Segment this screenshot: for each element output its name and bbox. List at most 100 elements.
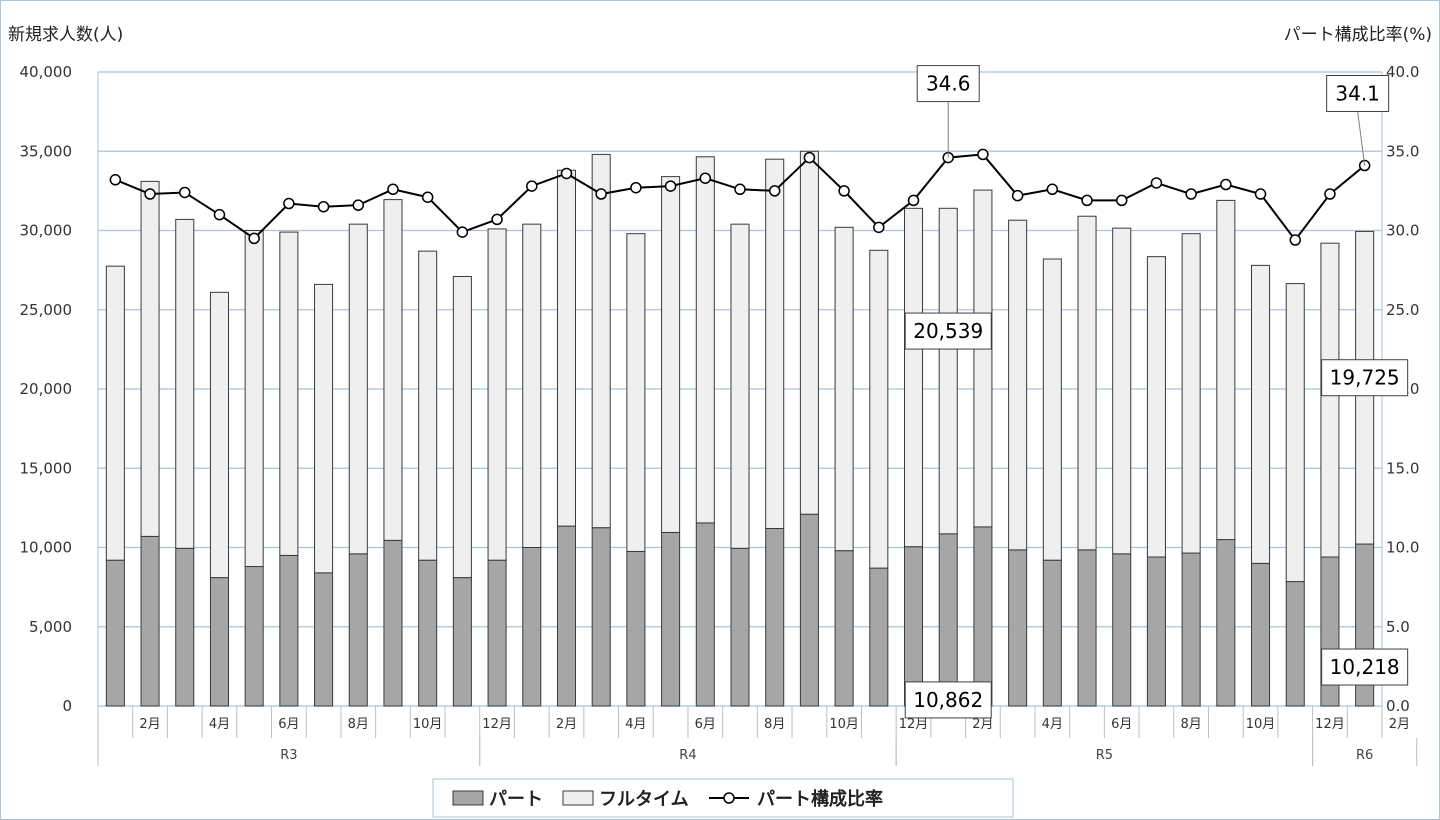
legend-label: フルタイム (599, 789, 689, 810)
bar-part (834, 550, 854, 707)
ratio-point (248, 232, 260, 245)
x-tick-label: 8月 (1180, 717, 1201, 732)
bar-part (314, 572, 334, 707)
bar-part (869, 567, 889, 707)
bar-fulltime (1320, 242, 1340, 558)
y-tick-label: 35,000 (20, 142, 73, 160)
y-tick-label: 40,000 (20, 63, 73, 81)
x-tick-label: 8月 (764, 717, 785, 732)
bar-part (383, 539, 403, 707)
x-tick-label: 12月 (1315, 717, 1345, 732)
bar-part (348, 553, 368, 707)
x-tick-label: 4月 (209, 717, 230, 732)
left-axis-title: 新規求人数(人) (8, 25, 123, 45)
bar-fulltime (1285, 283, 1305, 583)
x-tick-label: 6月 (278, 717, 299, 732)
legend-marker (723, 792, 735, 804)
bar-part (1251, 562, 1271, 707)
x-tick-label: 4月 (1042, 717, 1063, 732)
ratio-point (838, 185, 850, 197)
bar-fulltime (869, 249, 889, 569)
year-label: R6 (1356, 748, 1373, 763)
x-tick-label: 8月 (348, 717, 369, 732)
y2-tick-label: 15.0 (1386, 459, 1419, 477)
ratio-point (1011, 189, 1024, 202)
bar-fulltime (1008, 219, 1028, 551)
legend: パート フルタイム パート構成比率 (432, 778, 1014, 818)
legend-label: パート構成比率 (757, 788, 883, 810)
bar-part (973, 526, 993, 707)
bar-fulltime (487, 228, 507, 561)
x-tick-label: 2月 (1389, 717, 1410, 732)
bar-part (418, 559, 438, 707)
callout-label: 20,539 (913, 319, 983, 343)
y-tick-label: 25,000 (20, 301, 73, 319)
bar-part (522, 547, 542, 707)
ratio-point (456, 226, 469, 238)
ratio-point (1324, 188, 1336, 200)
bars (105, 150, 1375, 707)
bar-part (1112, 553, 1132, 707)
year-label: R3 (280, 748, 297, 763)
callouts: 34.6 34.1 20,539 10,862 19,725 10,218 (904, 65, 1409, 719)
bar-fulltime (1042, 258, 1062, 561)
callout-label: 34.6 (926, 72, 971, 96)
bar-fulltime (1251, 264, 1271, 564)
bar-part (695, 522, 715, 707)
x-tick-label: 12月 (899, 717, 929, 732)
callout-box (904, 312, 992, 350)
ratio-point (907, 194, 920, 207)
callout-box (916, 65, 980, 103)
ratio-point (283, 197, 295, 210)
bar-fulltime (209, 291, 229, 579)
y-tick-label: 30,000 (20, 222, 73, 240)
callout-box (904, 681, 992, 719)
y-tick-label: 0 (62, 697, 72, 715)
bar-part (175, 547, 195, 707)
ratio-point (387, 183, 399, 196)
y2-tick-label: 5.0 (1386, 618, 1410, 636)
x-tick-label: 2月 (139, 717, 160, 732)
ratio-point (699, 172, 712, 184)
bar-part (799, 513, 819, 707)
bar-fulltime (452, 275, 472, 579)
bar-fulltime (175, 218, 195, 549)
bar-fulltime (591, 153, 611, 529)
ratio-point (1289, 234, 1301, 246)
ratio-point (560, 167, 573, 180)
legend-label: パート (489, 789, 543, 810)
callout-label: 10,862 (913, 688, 983, 712)
bar-fulltime (938, 207, 958, 535)
ratio-point (734, 183, 746, 196)
ratio-point (1046, 183, 1059, 196)
bar-part (591, 527, 611, 707)
bar-part (1181, 552, 1201, 707)
axes: 0 5,000 10,000 15,000 20,000 25,000 30,000 35,0… (20, 63, 1419, 766)
y-tick-label: 20,000 (20, 380, 73, 398)
bar-fulltime (973, 189, 993, 528)
ratio-point (595, 188, 607, 200)
bar-part (765, 527, 785, 707)
ratio-point (144, 188, 156, 200)
bar-part (105, 559, 125, 707)
bar-part (730, 547, 750, 707)
ratio-point (1254, 188, 1267, 200)
ratio-point (421, 191, 434, 203)
right-axis-title: パート構成比率(%) (1284, 25, 1432, 45)
bar-fulltime (418, 250, 438, 561)
y2-tick-label: 10.0 (1386, 539, 1419, 557)
ratio-point (768, 185, 781, 197)
bar-fulltime (522, 223, 542, 548)
bar-fulltime (140, 180, 160, 537)
ratio-point (352, 199, 365, 211)
ratio-point (179, 186, 191, 199)
bar-fulltime (244, 230, 264, 568)
bar-fulltime (1112, 227, 1132, 555)
y-tick-label: 10,000 (20, 539, 73, 557)
bar-fulltime (799, 150, 819, 515)
y2-tick-label: 35.0 (1386, 142, 1419, 160)
ratio-point (1185, 188, 1197, 200)
y2-tick-label: 25.0 (1386, 301, 1419, 319)
bar-fulltime (730, 223, 750, 549)
